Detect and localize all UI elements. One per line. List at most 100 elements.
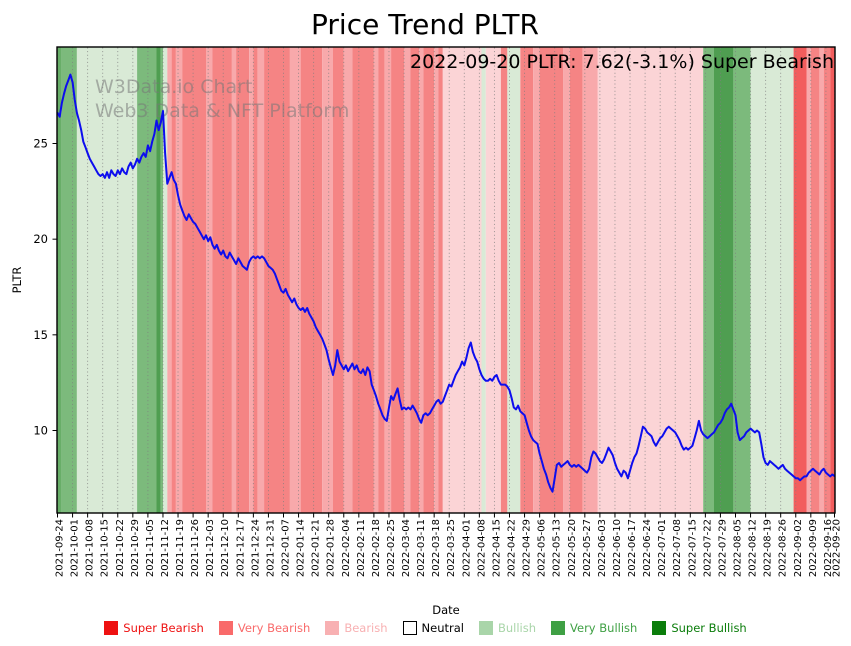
sentiment-band <box>167 47 172 513</box>
sentiment-band <box>481 47 486 513</box>
sentiment-band <box>300 47 323 513</box>
sentiment-band <box>333 47 344 513</box>
sentiment-band <box>378 47 385 513</box>
x-tick-label: 2022-08-19 <box>763 519 774 577</box>
sentiment-band <box>830 47 835 513</box>
legend-label: Very Bullish <box>570 621 638 635</box>
x-tick-label: 2021-10-08 <box>85 519 96 577</box>
y-tick-label: 10 <box>33 423 48 437</box>
x-tick-label: 2022-04-08 <box>476 519 487 577</box>
sentiment-band <box>823 47 831 513</box>
sentiment-band <box>520 47 534 513</box>
x-tick-label: 2021-12-24 <box>250 519 261 577</box>
x-tick-label: 2021-11-05 <box>145 519 156 577</box>
x-tick-label: 2022-05-06 <box>537 519 548 577</box>
x-tick-label: 2022-04-29 <box>522 519 533 577</box>
x-tick-label: 2022-03-04 <box>401 519 412 577</box>
x-tick-label: 2022-08-26 <box>778 519 789 577</box>
x-tick-label: 2022-04-15 <box>491 519 502 577</box>
x-tick-label: 2021-11-19 <box>175 519 186 577</box>
sentiment-band <box>533 47 540 513</box>
x-tick-label: 2022-09-16 <box>823 519 834 577</box>
sentiment-band <box>175 47 183 513</box>
sentiment-band <box>423 47 435 513</box>
sentiment-band <box>343 47 353 513</box>
sentiment-band <box>156 47 161 513</box>
sentiment-band <box>253 47 258 513</box>
sentiment-band <box>249 47 254 513</box>
plot-border <box>56 46 836 514</box>
sentiment-band <box>563 47 570 513</box>
sentiment-band <box>438 47 443 513</box>
x-tick-label: 2022-09-20 <box>832 519 843 577</box>
sentiment-band <box>806 47 811 513</box>
sentiment-band <box>171 47 176 513</box>
x-tick-label: 2021-12-10 <box>220 519 231 577</box>
x-tick-label: 2021-10-15 <box>100 519 111 577</box>
x-tick-label: 2021-10-29 <box>130 519 141 577</box>
x-tick-label: 2022-06-03 <box>597 519 608 577</box>
x-axis-label: Date <box>432 603 460 617</box>
x-tick-label: 2022-06-17 <box>627 519 638 577</box>
sentiment-band <box>500 47 508 513</box>
sentiment-band <box>137 47 157 513</box>
y-tick-label: 20 <box>33 232 48 246</box>
legend-swatch-icon <box>104 621 119 635</box>
sentiment-band <box>236 47 249 513</box>
plot-main-layer: 2021-09-24 2021-10-01 2021-10-08 2021-10-15… <box>33 46 843 577</box>
sentiment-band <box>57 47 62 513</box>
x-tick-label: 2022-05-20 <box>567 519 578 577</box>
sentiment-band <box>810 47 820 513</box>
legend-swatch-icon <box>652 621 667 635</box>
x-tick-label: 2022-08-05 <box>732 519 743 577</box>
sentiment-band <box>582 47 598 513</box>
page-title: Price Trend PLTR <box>311 8 539 41</box>
sentiment-band <box>257 47 265 513</box>
sentiment-band <box>163 47 168 513</box>
sentiment-band <box>373 47 379 513</box>
sentiment-band <box>322 47 333 513</box>
sentiment-band <box>569 47 583 513</box>
sentiment-band <box>793 47 807 513</box>
sentiment-band <box>160 47 163 513</box>
x-tick-label: 2022-01-28 <box>326 519 337 577</box>
sentiment-band <box>597 47 704 513</box>
x-tick-label: 2022-01-21 <box>311 519 322 577</box>
sentiment-band <box>404 47 411 513</box>
legend-item-very-bullish: Very Bullish <box>551 621 637 635</box>
sentiment-band <box>290 47 301 513</box>
sentiment-band <box>819 47 824 513</box>
x-tick-label: 2022-07-08 <box>672 519 683 577</box>
x-tick-label: 2021-12-03 <box>205 519 216 577</box>
x-tick-label: 2022-02-18 <box>371 519 382 577</box>
sentiment-band <box>442 47 482 513</box>
legend-label: Bearish <box>344 621 388 635</box>
x-tick-label: 2022-02-04 <box>341 519 352 577</box>
x-tick-label: 2022-03-18 <box>431 519 442 577</box>
sentiment-band <box>733 47 751 513</box>
sentiment-band <box>61 47 77 513</box>
x-tick-label: 2021-12-17 <box>235 519 246 577</box>
sentiment-band <box>434 47 439 513</box>
x-tick-label: 2022-02-25 <box>386 519 397 577</box>
legend: Super Bearish Very Bearish Bearish Neutral B… <box>0 621 851 635</box>
sentiment-band <box>703 47 714 513</box>
sentiment-band <box>410 47 420 513</box>
x-tick-label: 2022-09-09 <box>808 519 819 577</box>
sentiment-band <box>182 47 206 513</box>
latest-price-annotation: 2022-09-20 PLTR: 7.62(-3.1%) Super Beari… <box>410 51 834 73</box>
legend-swatch-icon <box>551 621 566 635</box>
y-tick-label: 15 <box>33 328 48 342</box>
x-tick-label: 2022-05-13 <box>552 519 563 577</box>
legend-label: Super Bullish <box>671 621 747 635</box>
legend-swatch-icon <box>325 621 340 635</box>
sentiment-band <box>714 47 734 513</box>
sentiment-band <box>212 47 232 513</box>
x-tick-label: 2022-08-12 <box>748 519 759 577</box>
legend-label: Super Bearish <box>123 621 204 635</box>
legend-swatch-icon <box>218 621 233 635</box>
sentiment-band <box>352 47 374 513</box>
legend-swatch-icon <box>478 621 493 635</box>
legend-item-super-bearish: Super Bearish <box>104 621 204 635</box>
